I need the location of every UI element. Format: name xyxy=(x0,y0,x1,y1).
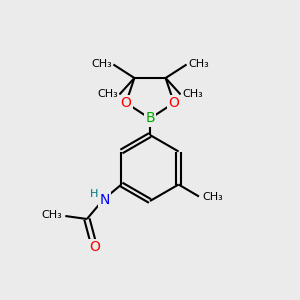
Text: CH₃: CH₃ xyxy=(97,89,118,100)
Text: O: O xyxy=(89,240,100,254)
Text: B: B xyxy=(145,112,155,125)
Text: CH₃: CH₃ xyxy=(202,192,223,202)
Text: H: H xyxy=(90,189,98,199)
Text: N: N xyxy=(100,193,110,206)
Text: CH₃: CH₃ xyxy=(182,89,203,100)
Text: O: O xyxy=(169,96,179,110)
Text: CH₃: CH₃ xyxy=(91,59,112,69)
Text: CH₃: CH₃ xyxy=(41,210,62,220)
Text: O: O xyxy=(121,96,131,110)
Text: CH₃: CH₃ xyxy=(188,59,209,69)
